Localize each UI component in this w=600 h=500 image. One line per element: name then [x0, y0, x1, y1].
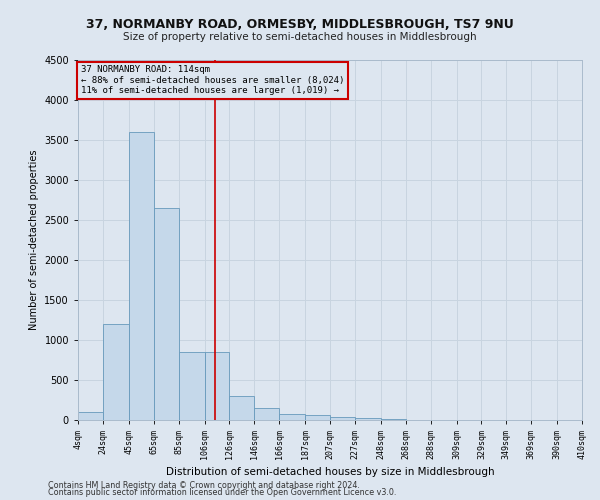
- Bar: [254, 408, 279, 420]
- Bar: [154, 208, 179, 420]
- Bar: [305, 415, 330, 420]
- Text: 37, NORMANBY ROAD, ORMESBY, MIDDLESBROUGH, TS7 9NU: 37, NORMANBY ROAD, ORMESBY, MIDDLESBROUG…: [86, 18, 514, 30]
- Bar: [279, 414, 305, 420]
- Bar: [205, 352, 229, 420]
- X-axis label: Distribution of semi-detached houses by size in Middlesbrough: Distribution of semi-detached houses by …: [166, 468, 494, 477]
- Bar: [381, 419, 406, 420]
- Bar: [179, 352, 205, 420]
- Bar: [330, 417, 355, 420]
- Text: Size of property relative to semi-detached houses in Middlesbrough: Size of property relative to semi-detach…: [123, 32, 477, 42]
- Bar: [103, 324, 129, 420]
- Bar: [355, 418, 381, 420]
- Bar: [229, 396, 254, 420]
- Text: 37 NORMANBY ROAD: 114sqm
← 88% of semi-detached houses are smaller (8,024)
11% o: 37 NORMANBY ROAD: 114sqm ← 88% of semi-d…: [80, 66, 344, 95]
- Bar: [129, 132, 154, 420]
- Y-axis label: Number of semi-detached properties: Number of semi-detached properties: [29, 150, 38, 330]
- Text: Contains HM Land Registry data © Crown copyright and database right 2024.: Contains HM Land Registry data © Crown c…: [48, 480, 360, 490]
- Bar: [78, 412, 103, 420]
- Text: Contains public sector information licensed under the Open Government Licence v3: Contains public sector information licen…: [48, 488, 397, 497]
